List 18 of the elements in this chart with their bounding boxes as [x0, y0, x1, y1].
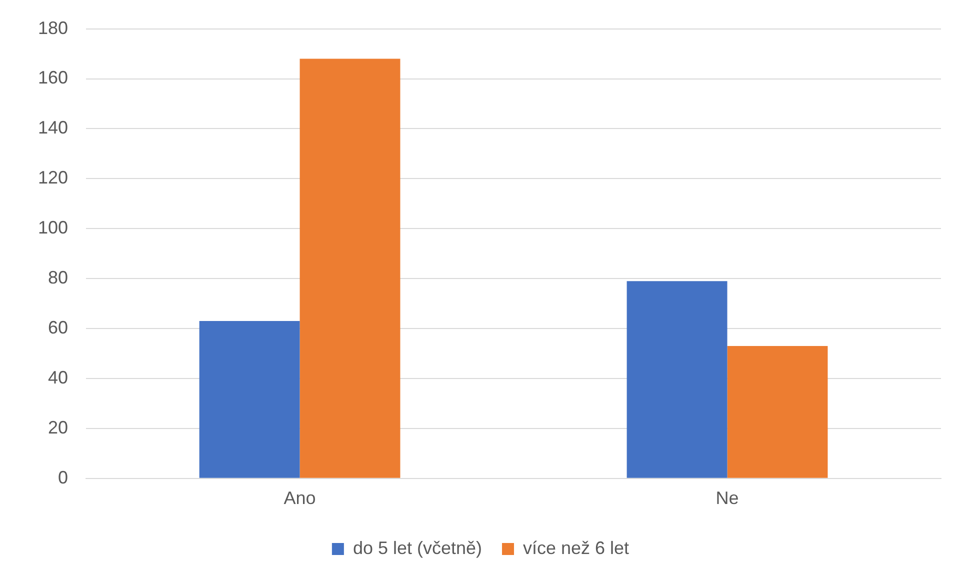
legend-label: do 5 let (včetně) [352, 538, 482, 558]
y-tick-label: 60 [48, 318, 68, 338]
y-tick-label: 100 [38, 218, 68, 238]
bar [727, 346, 828, 478]
y-tick-label: 0 [58, 467, 68, 488]
y-tick-label: 180 [38, 18, 68, 38]
x-tick-label: Ne [716, 488, 739, 508]
y-tick-label: 40 [48, 367, 68, 388]
bar [300, 58, 400, 478]
y-tick-label: 140 [38, 118, 68, 138]
x-tick-label: Ano [284, 488, 316, 508]
y-tick-label: 20 [48, 417, 68, 438]
legend-label: více než 6 let [523, 538, 630, 558]
y-tick-label: 120 [38, 168, 68, 188]
y-tick-label: 80 [48, 268, 68, 288]
bar [199, 321, 300, 478]
y-tick-label: 160 [38, 68, 68, 88]
bar [626, 281, 728, 478]
